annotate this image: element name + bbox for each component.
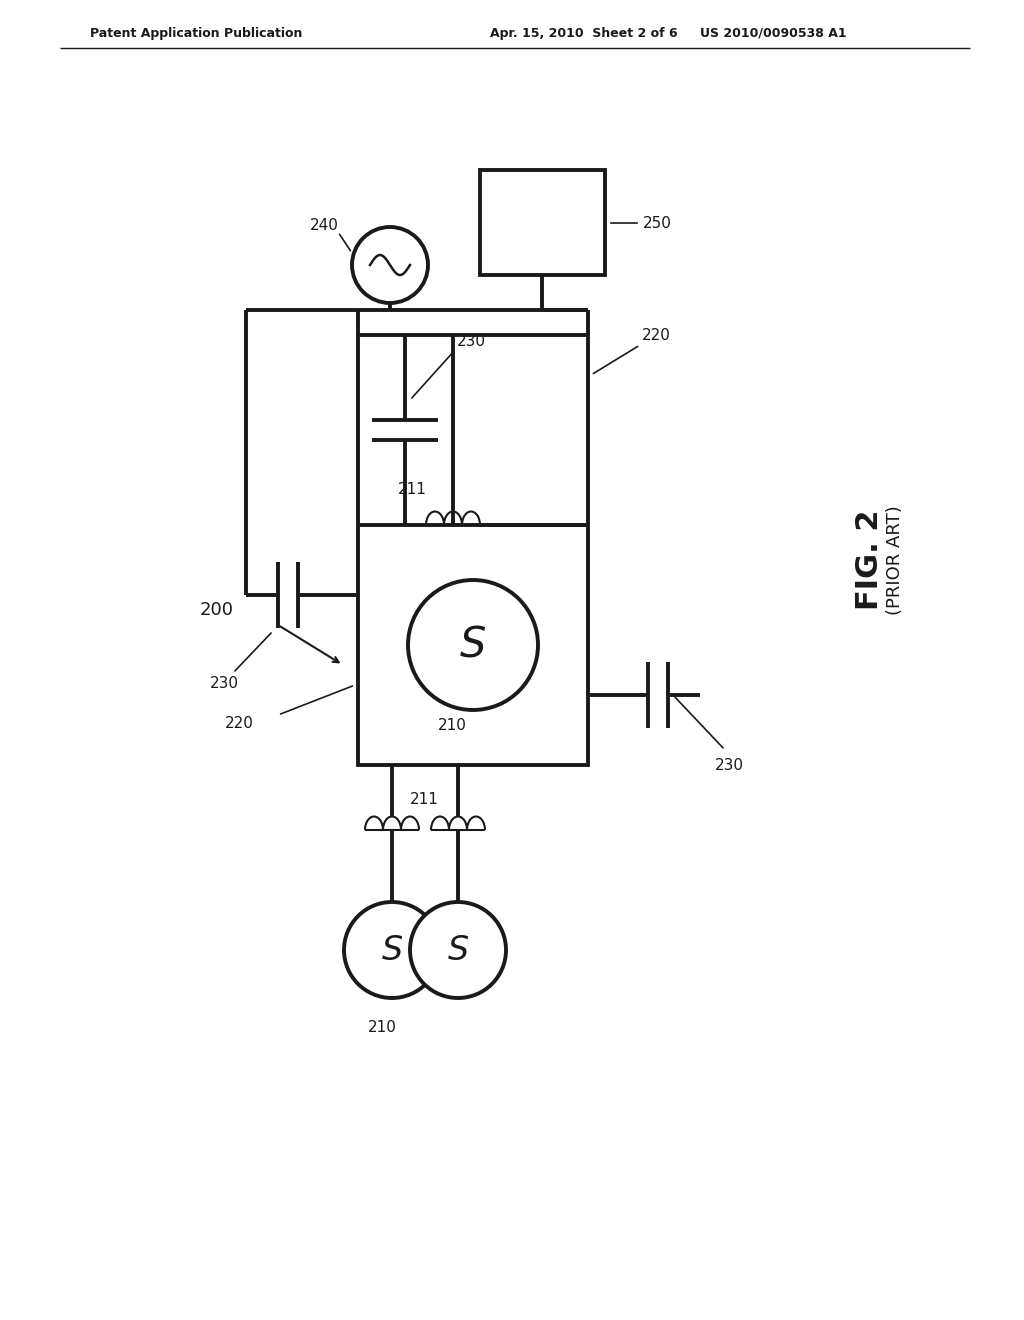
Text: 230: 230: [715, 758, 744, 772]
Circle shape: [352, 227, 428, 304]
Text: 250: 250: [643, 215, 672, 231]
Text: S: S: [460, 624, 486, 667]
Text: Apr. 15, 2010  Sheet 2 of 6: Apr. 15, 2010 Sheet 2 of 6: [490, 26, 678, 40]
Text: (PRIOR ART): (PRIOR ART): [886, 506, 904, 615]
Text: 240: 240: [310, 218, 339, 232]
Bar: [358, 335, 588, 766]
Text: 211: 211: [410, 792, 439, 808]
Text: 220: 220: [225, 715, 254, 730]
Text: US 2010/0090538 A1: US 2010/0090538 A1: [700, 26, 847, 40]
Circle shape: [410, 902, 506, 998]
Circle shape: [344, 902, 440, 998]
Text: 200: 200: [200, 601, 234, 619]
Text: Patent Application Publication: Patent Application Publication: [90, 26, 302, 40]
Text: 210: 210: [368, 1020, 396, 1035]
Text: FIG. 2: FIG. 2: [855, 510, 885, 610]
Text: S: S: [381, 933, 402, 966]
Text: 220: 220: [642, 327, 671, 342]
Text: 230: 230: [210, 676, 239, 690]
Text: 211: 211: [398, 483, 427, 498]
Circle shape: [408, 579, 538, 710]
Text: 230: 230: [457, 334, 486, 350]
Text: S: S: [447, 933, 469, 966]
Bar: [480, 170, 605, 275]
Text: 210: 210: [438, 718, 467, 733]
